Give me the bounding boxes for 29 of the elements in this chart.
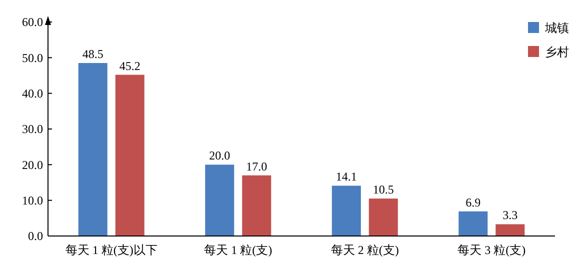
x-tick-label: 每天 2 粒(支)	[330, 243, 399, 257]
y-tick-label: 0.0	[28, 229, 43, 244]
x-tick-label: 每天 3 粒(支)	[458, 243, 526, 257]
bar	[205, 164, 234, 236]
bar	[242, 175, 272, 236]
x-tick-label: 每天 1 粒(支)以下	[65, 243, 158, 257]
bar	[115, 74, 144, 236]
bar	[368, 198, 398, 236]
data-label: 3.3	[502, 208, 518, 222]
y-tick-label: 40.0	[22, 86, 43, 101]
legend-label: 乡村	[545, 45, 569, 60]
y-tick-label: 20.0	[22, 158, 43, 172]
data-label: 20.0	[209, 148, 230, 163]
bar	[78, 63, 108, 236]
data-label: 17.0	[246, 159, 268, 174]
data-label: 48.5	[82, 47, 104, 62]
legend-label: 城镇	[544, 21, 569, 36]
data-label: 6.9	[466, 195, 481, 210]
data-label: 10.5	[372, 182, 394, 197]
bar	[496, 224, 525, 236]
y-tick-label: 10.0	[22, 194, 43, 208]
y-tick-label: 50.0	[22, 50, 43, 65]
bar	[332, 186, 361, 236]
y-tick-label: 60.0	[22, 15, 43, 30]
data-label: 14.1	[336, 170, 357, 184]
y-tick-label: 30.0	[22, 122, 43, 136]
bar	[458, 211, 488, 236]
data-label: 45.2	[119, 58, 140, 73]
x-tick-label: 每天 1 粒(支)	[204, 243, 272, 257]
